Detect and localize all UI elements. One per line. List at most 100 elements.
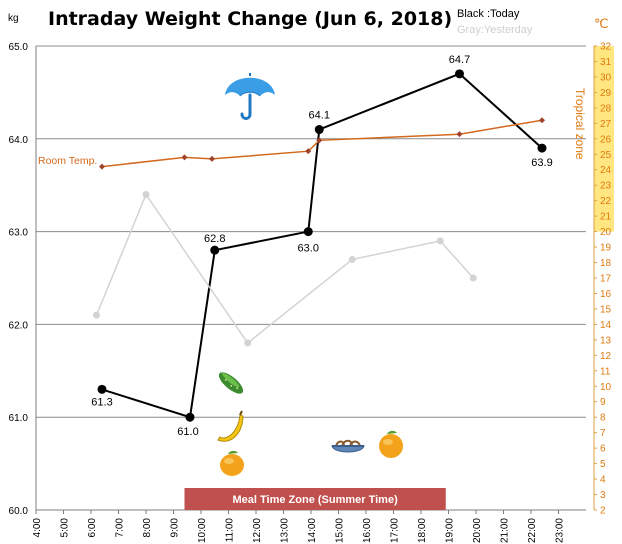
y2-tick-label: 11 <box>600 366 611 377</box>
y-tick-label: 64.0 <box>9 135 29 146</box>
data-point-room-temp <box>181 154 188 161</box>
tick-labels: 60.0 61.0 62.0 63.0 64.0 65.0 4:00 5:00 6:00 7:00… <box>9 42 612 544</box>
y2-tick-label: 5 <box>600 459 606 470</box>
y2-tick-label: 32 <box>600 42 612 53</box>
data-point-today <box>455 69 464 79</box>
y2-tick-label: 8 <box>600 413 606 424</box>
data-label-today: 62.8 <box>204 233 225 245</box>
y2-tick-label: 6 <box>600 444 606 455</box>
data-point-room-temp <box>305 148 312 155</box>
y-tick-label: 61.0 <box>9 413 29 424</box>
data-point-yesterday <box>93 311 100 319</box>
y2-tick-label: 25 <box>600 150 612 161</box>
y2-tick-label: 12 <box>600 351 612 362</box>
y2-tick-label: 15 <box>600 304 612 315</box>
y-tick-label: 60.0 <box>9 506 29 517</box>
y-tick-label: 62.0 <box>9 320 29 331</box>
x-tick-label: 4:00 <box>32 518 43 538</box>
y2-tick-label: 28 <box>600 103 612 114</box>
y2-tick-label: 9 <box>600 397 606 408</box>
data-point-today <box>314 125 324 135</box>
data-label-today: 64.1 <box>309 110 330 122</box>
y2-tick-label: 30 <box>600 72 612 83</box>
y-tick-label: 65.0 <box>9 42 29 53</box>
y-tick-label: 63.0 <box>9 228 29 239</box>
data-point-room-temp <box>539 117 545 124</box>
data-point-today <box>537 143 547 153</box>
data-point-yesterday <box>348 255 356 263</box>
series-layer <box>93 69 547 422</box>
legend-today: Black :Today <box>457 8 520 20</box>
data-point-room-temp <box>456 131 463 138</box>
data-label-today: 61.0 <box>177 426 198 438</box>
y2-tick-label: 19 <box>600 243 612 254</box>
x-tick-label: 7:00 <box>115 518 126 538</box>
noodle-bowl-icon <box>331 439 365 453</box>
cucumber-icon <box>218 372 244 394</box>
banana-icon <box>217 410 244 442</box>
legend-yesterday: Gray:Yesterday <box>457 24 533 36</box>
y2-tick-label: 10 <box>600 382 612 393</box>
y2-tick-label: 7 <box>600 428 606 439</box>
x-tick-label: 18:00 <box>417 518 428 543</box>
series-line-today <box>101 72 543 419</box>
data-label-today: 63.0 <box>298 243 319 255</box>
y2-tick-label: 17 <box>600 274 612 285</box>
data-point-yesterday <box>469 274 477 282</box>
y2-tick-label: 2 <box>600 506 606 517</box>
meal-time-zone-label: Meal Time Zone (Summer Time) <box>233 494 399 506</box>
data-point-today <box>97 384 107 394</box>
room-temp-label: Room Temp. <box>38 155 97 167</box>
data-label-today: 63.9 <box>531 157 552 169</box>
data-point-today <box>303 227 313 237</box>
y2-tick-label: 4 <box>600 475 606 486</box>
x-tick-label: 10:00 <box>197 518 208 543</box>
x-tick-label: 19:00 <box>445 518 456 543</box>
x-tick-label: 17:00 <box>390 518 401 543</box>
x-tick-label: 16:00 <box>362 518 373 543</box>
y2-tick-label: 26 <box>600 134 612 145</box>
data-point-room-temp <box>99 163 105 170</box>
data-point-room-temp <box>316 137 323 144</box>
series-line-yesterday <box>95 192 474 345</box>
x-tick-label: 14:00 <box>307 518 318 543</box>
x-tick-label: 6:00 <box>87 518 98 538</box>
tropical-zone-band <box>594 46 614 232</box>
data-point-yesterday <box>244 339 252 347</box>
tropical-zone-label: Tropical zone <box>573 88 587 160</box>
y2-tick-label: 13 <box>600 335 612 346</box>
y2-tick-label: 23 <box>600 181 612 192</box>
x-tick-label: 20:00 <box>472 518 483 543</box>
y2-tick-label: 18 <box>600 258 612 269</box>
y2-tick-label: 24 <box>600 165 612 176</box>
data-point-room-temp <box>209 155 215 162</box>
y2-tick-label: 20 <box>600 227 612 238</box>
meal-time-zone-bar <box>184 488 446 510</box>
x-tick-label: 15:00 <box>335 518 346 543</box>
y2-axis-unit-label: ℃ <box>594 16 609 31</box>
y2-tick-label: 29 <box>600 88 612 99</box>
data-point-yesterday <box>436 237 444 245</box>
x-tick-label: 21:00 <box>500 518 511 543</box>
x-tick-label: 13:00 <box>280 518 291 543</box>
data-point-today <box>185 412 195 422</box>
y2-tick-label: 16 <box>600 289 612 300</box>
x-tick-label: 22:00 <box>527 518 538 543</box>
y2-tick-label: 3 <box>600 490 606 501</box>
umbrella-icon <box>225 73 275 120</box>
x-tick-label: 12:00 <box>252 518 263 543</box>
tropical-zone <box>594 46 614 232</box>
mango-icon <box>220 450 244 476</box>
x-tick-label: 8:00 <box>142 518 153 538</box>
y-axis-unit-label: kg <box>8 13 19 24</box>
y2-tick-label: 22 <box>600 196 612 207</box>
x-tick-label: 5:00 <box>60 518 71 538</box>
mango-icon <box>379 430 403 458</box>
data-point-today <box>210 245 220 255</box>
x-tick-label: 23:00 <box>555 518 566 543</box>
y2-tick-label: 27 <box>600 119 612 130</box>
x-tick-label: 9:00 <box>170 518 181 538</box>
data-label-today: 61.3 <box>91 396 112 408</box>
chart-title: Intraday Weight Change (Jun 6, 2018) <box>48 8 452 30</box>
